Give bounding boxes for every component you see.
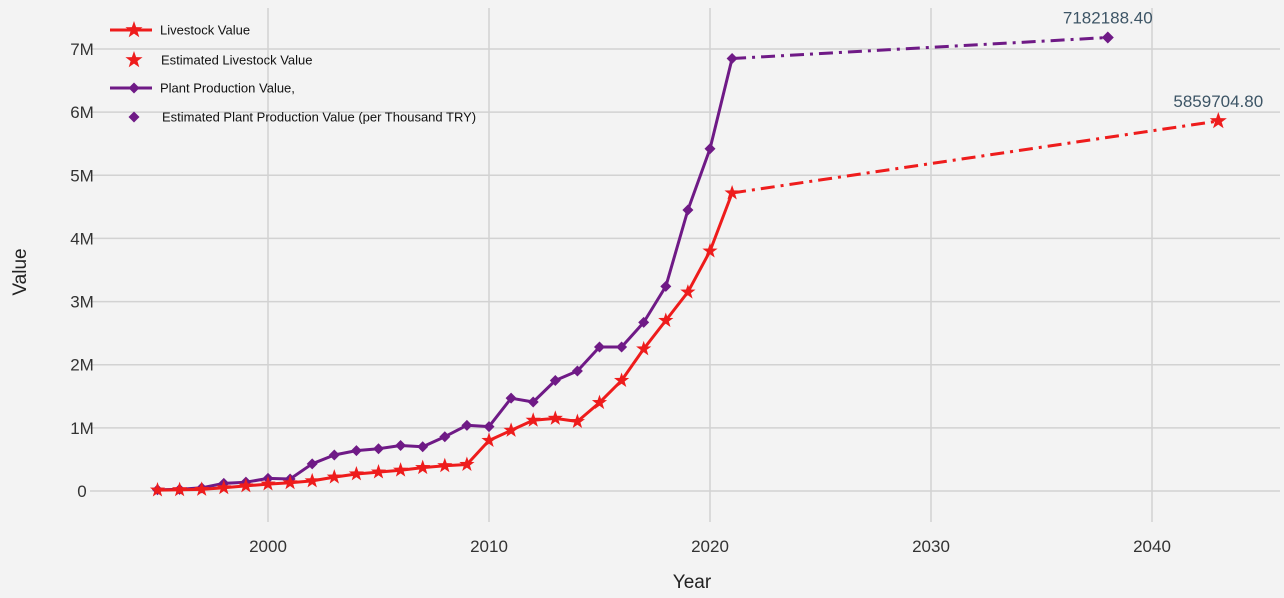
data-point [304, 472, 320, 488]
data-point [216, 479, 232, 495]
data-point [439, 431, 451, 443]
data-point [638, 316, 650, 328]
series-line-3 [732, 36, 1108, 60]
data-point [680, 284, 696, 299]
data-point [370, 464, 387, 479]
legend-star-marker [125, 51, 143, 68]
legend: Livestock Value Estimated Livestock Value… [110, 21, 476, 125]
data-point [417, 441, 429, 453]
data-point [594, 341, 605, 353]
series-0 [149, 184, 740, 497]
legend-star-marker [125, 21, 143, 38]
data-point [1101, 31, 1114, 44]
data-point [616, 341, 628, 353]
legend-item-1: Estimated Livestock Value [125, 51, 313, 68]
data-point [613, 372, 630, 387]
data-point [282, 474, 298, 490]
data-point [194, 481, 210, 496]
data-point [660, 280, 672, 292]
data-point [461, 419, 473, 431]
data-point [481, 432, 497, 447]
grid [90, 8, 1280, 522]
series-3 [732, 31, 1114, 60]
data-point [636, 340, 652, 356]
data-point [392, 462, 409, 477]
y-tick-label: 7M [70, 40, 94, 59]
data-point [1209, 112, 1227, 129]
series-2 [152, 52, 738, 496]
series-layer [149, 31, 1227, 497]
x-tick-labels: 2000 2010 2020 2030 2040 [249, 537, 1171, 556]
data-point [415, 459, 431, 475]
data-point [260, 476, 276, 491]
data-point [704, 143, 716, 155]
data-point [658, 312, 674, 327]
x-tick-label: 2040 [1133, 537, 1171, 556]
y-tick-label: 1M [70, 419, 94, 438]
y-tick-label: 6M [70, 103, 94, 122]
legend-item-0: Livestock Value [110, 21, 250, 38]
data-point [503, 422, 519, 437]
data-point [373, 443, 384, 455]
y-tick-label: 0 [77, 482, 86, 501]
data-point [549, 375, 561, 386]
data-point [702, 243, 718, 258]
data-point [547, 410, 563, 425]
series-1 [731, 112, 1227, 195]
series-line-1 [731, 119, 1219, 195]
data-point [483, 421, 495, 433]
x-tick-label: 2000 [249, 537, 287, 556]
legend-diamond-marker [128, 82, 140, 94]
y-tick-label: 5M [70, 166, 94, 185]
legend-diamond-marker [128, 111, 140, 123]
data-point [525, 412, 541, 427]
data-point [459, 456, 475, 471]
y-tick-label: 4M [70, 229, 94, 248]
data-point [326, 469, 342, 484]
y-tick-labels: 0 1M 2M 3M 4M 5M 6M 7M [70, 40, 94, 501]
data-point [328, 449, 340, 461]
data-point [350, 445, 362, 457]
y-tick-label: 3M [70, 293, 94, 312]
legend-label: Estimated Plant Production Value (per Th… [162, 110, 476, 125]
x-tick-label: 2020 [691, 537, 729, 556]
value-annotation: 7182188.40 [1063, 8, 1153, 27]
data-point [171, 481, 188, 497]
x-axis-title: Year [673, 572, 712, 593]
legend-item-2: Plant Production Value, [110, 81, 295, 96]
data-point [149, 482, 166, 497]
x-tick-label: 2010 [470, 537, 508, 556]
data-point [682, 204, 694, 216]
data-point [505, 392, 517, 404]
y-tick-label: 2M [70, 356, 94, 375]
legend-label: Plant Production Value, [160, 81, 295, 96]
data-point [591, 394, 608, 410]
data-point [238, 477, 254, 493]
x-tick-label: 2030 [912, 537, 950, 556]
data-point [569, 413, 586, 429]
annotations: 7182188.40 5859704.80 [1063, 8, 1263, 111]
data-point [527, 396, 539, 408]
value-annotation: 5859704.80 [1173, 92, 1263, 111]
legend-label: Estimated Livestock Value [161, 53, 313, 68]
legend-item-3: Estimated Plant Production Value (per Th… [128, 110, 476, 125]
data-point [571, 365, 583, 377]
data-point [395, 440, 407, 452]
y-axis-title: Value [10, 248, 31, 295]
legend-label: Livestock Value [160, 23, 250, 38]
data-point [437, 457, 453, 473]
data-point [348, 465, 365, 481]
data-point [306, 458, 318, 470]
series-line-0 [157, 192, 734, 492]
